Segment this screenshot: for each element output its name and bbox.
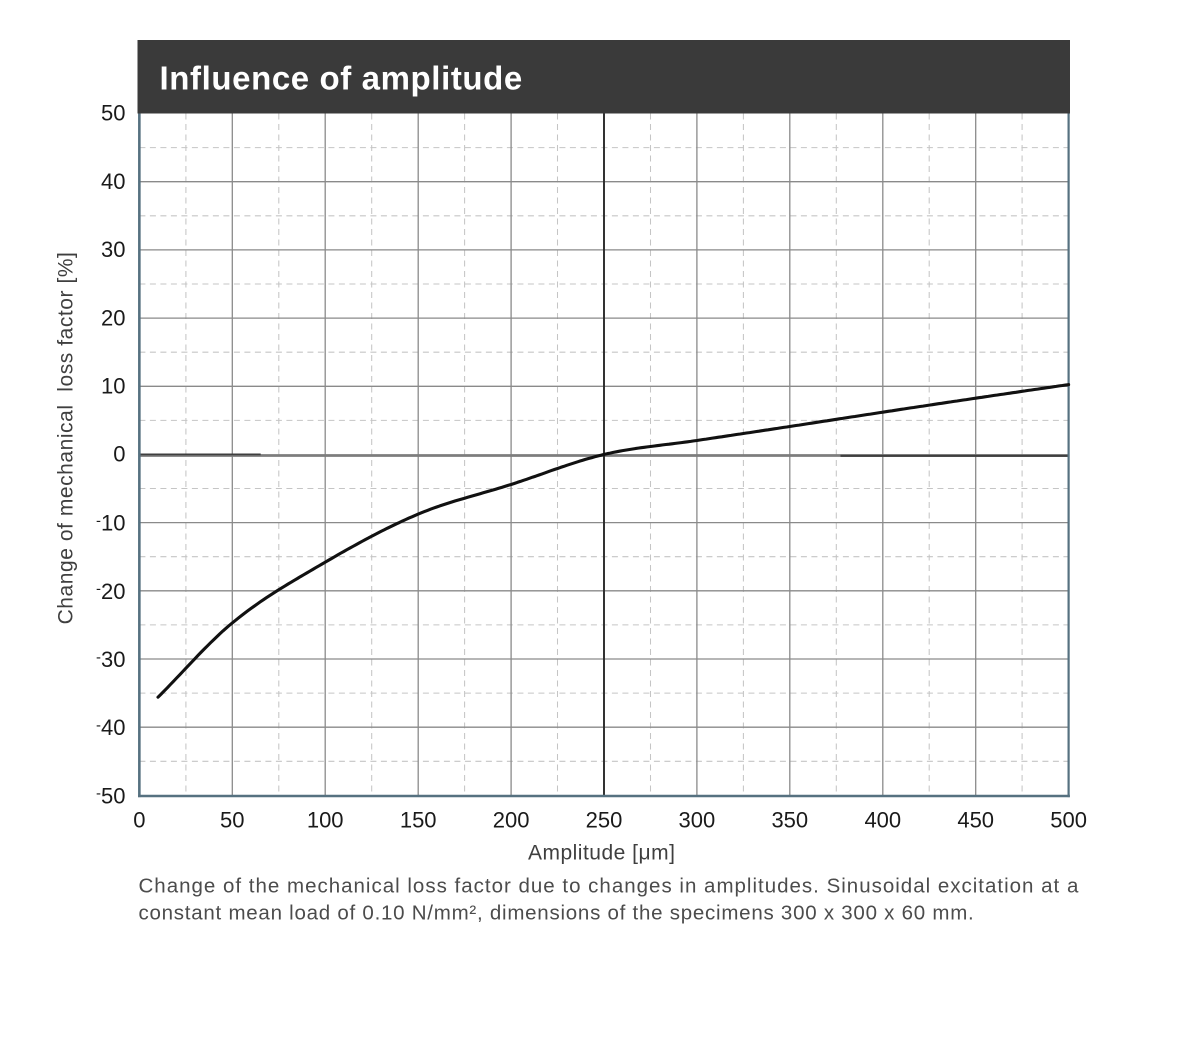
svg-text:350: 350 xyxy=(771,808,808,833)
svg-text:constant mean load of 0.10 N/m: constant mean load of 0.10 N/mm², dimens… xyxy=(139,902,975,925)
svg-text:0: 0 xyxy=(133,808,145,833)
svg-text:-50: -50 xyxy=(96,783,125,808)
svg-text:400: 400 xyxy=(864,808,901,833)
svg-text:-10: -10 xyxy=(96,510,125,535)
svg-text:50: 50 xyxy=(220,808,244,833)
svg-text:40: 40 xyxy=(101,169,125,194)
svg-text:200: 200 xyxy=(493,808,530,833)
svg-text:50: 50 xyxy=(101,101,125,126)
svg-text:150: 150 xyxy=(400,808,437,833)
svg-text:Influence of amplitude: Influence of amplitude xyxy=(160,60,523,97)
svg-text:-40: -40 xyxy=(96,715,125,740)
svg-text:100: 100 xyxy=(307,808,344,833)
svg-text:250: 250 xyxy=(586,808,623,833)
svg-text:Change of mechanical loss fac: Change of mechanical loss factor [%] xyxy=(55,252,78,625)
svg-text:20: 20 xyxy=(101,305,125,330)
svg-text:500: 500 xyxy=(1050,808,1087,833)
svg-text:30: 30 xyxy=(101,237,125,262)
svg-text:300: 300 xyxy=(679,808,716,833)
svg-text:450: 450 xyxy=(957,808,994,833)
svg-text:10: 10 xyxy=(101,374,125,399)
svg-text:0: 0 xyxy=(113,442,125,467)
svg-text:-30: -30 xyxy=(96,647,125,672)
svg-text:Change of the mechanical loss: Change of the mechanical loss factor due… xyxy=(139,874,1080,897)
svg-text:Amplitude [μm]: Amplitude [μm] xyxy=(528,842,675,865)
svg-text:-20: -20 xyxy=(96,578,125,603)
